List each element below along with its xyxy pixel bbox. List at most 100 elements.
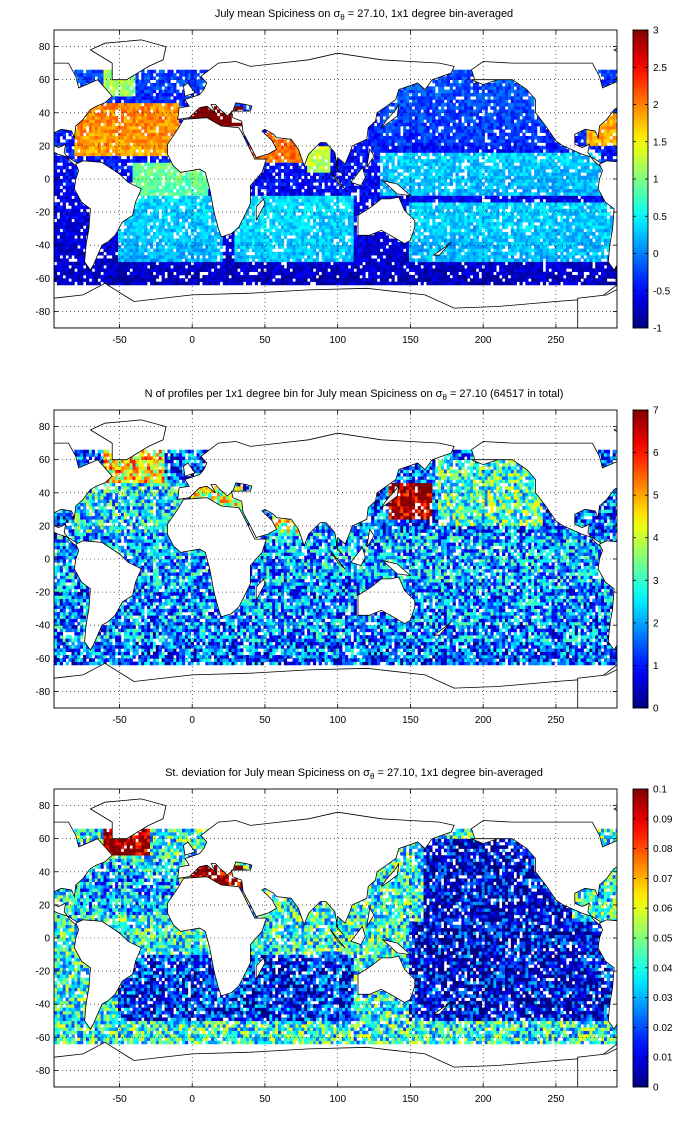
data-cell xyxy=(246,222,250,226)
data-cell xyxy=(344,205,349,210)
data-cell xyxy=(289,255,293,259)
data-cell xyxy=(411,135,416,140)
data-cell xyxy=(397,106,401,110)
data-cell xyxy=(109,79,113,84)
data-cell xyxy=(304,265,308,269)
data-cell xyxy=(129,238,133,243)
data-cell xyxy=(438,175,442,180)
data-cell xyxy=(435,122,439,127)
data-cell xyxy=(164,265,168,269)
data-cell xyxy=(240,258,244,263)
data-cell xyxy=(397,139,401,143)
data-cell xyxy=(315,268,320,273)
data-cell xyxy=(280,159,285,163)
data-cell xyxy=(109,238,113,243)
data-cell xyxy=(403,182,407,186)
data-cell xyxy=(77,79,81,84)
data-cell xyxy=(164,281,168,286)
data-cell xyxy=(103,69,107,74)
data-cell xyxy=(295,205,299,210)
data-cell xyxy=(417,145,421,150)
data-cell xyxy=(228,112,232,117)
data-cell xyxy=(272,251,276,256)
data-cell xyxy=(400,96,404,100)
data-cell xyxy=(289,195,293,200)
data-cell xyxy=(411,248,416,253)
data-cell xyxy=(406,251,410,256)
data-cell xyxy=(158,192,162,196)
data-cell xyxy=(423,169,427,173)
data-cell xyxy=(374,152,378,157)
data-cell xyxy=(129,126,133,130)
data-cell xyxy=(112,251,116,256)
data-cell xyxy=(216,119,221,124)
data-cell xyxy=(202,86,206,90)
data-cell xyxy=(109,268,113,273)
data-cell xyxy=(298,258,302,263)
data-cell xyxy=(347,202,352,206)
data-cell xyxy=(411,126,416,130)
data-cell xyxy=(138,149,142,153)
data-cell xyxy=(283,235,288,239)
data-cell xyxy=(414,212,418,216)
data-cell xyxy=(225,255,229,259)
data-cell xyxy=(147,185,151,190)
data-cell xyxy=(112,245,116,249)
data-cell xyxy=(406,122,410,127)
data-cell xyxy=(406,198,410,203)
data-cell xyxy=(161,149,165,153)
data-cell xyxy=(368,238,372,243)
data-cell xyxy=(184,192,189,196)
data-cell xyxy=(347,258,352,263)
data-cell xyxy=(62,212,66,216)
data-cell xyxy=(228,116,232,120)
data-cell xyxy=(339,169,343,173)
data-cell xyxy=(246,218,250,223)
data-cell xyxy=(144,265,148,269)
data-cell xyxy=(100,132,104,137)
data-cell xyxy=(266,159,270,163)
data-cell xyxy=(214,271,218,276)
data-cell xyxy=(365,265,369,269)
data-cell xyxy=(144,82,148,87)
data-cell xyxy=(88,73,93,77)
data-cell xyxy=(371,132,375,137)
data-cell xyxy=(429,205,433,210)
data-cell xyxy=(339,198,343,203)
data-cell xyxy=(80,139,84,143)
data-cell xyxy=(208,271,212,276)
data-cell xyxy=(283,215,288,220)
data-cell xyxy=(158,159,162,163)
data-cell xyxy=(71,271,75,276)
data-cell xyxy=(248,268,253,273)
data-cell xyxy=(196,82,200,87)
data-cell xyxy=(56,255,61,259)
data-cell xyxy=(225,251,229,256)
data-cell xyxy=(429,248,433,253)
data-cell xyxy=(91,159,96,163)
data-cell xyxy=(155,268,160,273)
data-cell xyxy=(103,82,107,87)
data-cell xyxy=(120,142,125,147)
data-cell xyxy=(118,165,122,170)
data-cell xyxy=(112,82,116,87)
data-cell xyxy=(234,248,238,253)
data-cell xyxy=(278,185,282,190)
data-cell xyxy=(269,185,273,190)
data-cell xyxy=(365,198,369,203)
data-cell xyxy=(205,241,209,246)
data-cell xyxy=(161,106,165,110)
data-cell xyxy=(71,231,75,236)
data-cell xyxy=(301,162,305,167)
data-cell xyxy=(141,202,145,206)
data-cell xyxy=(318,202,322,206)
data-cell xyxy=(423,192,427,196)
data-cell xyxy=(260,231,264,236)
data-cell xyxy=(59,132,64,137)
data-cell xyxy=(77,122,81,127)
data-cell xyxy=(100,268,104,273)
data-cell xyxy=(260,218,264,223)
data-cell xyxy=(408,149,413,153)
data-cell xyxy=(120,112,125,117)
data-cell xyxy=(417,188,421,193)
